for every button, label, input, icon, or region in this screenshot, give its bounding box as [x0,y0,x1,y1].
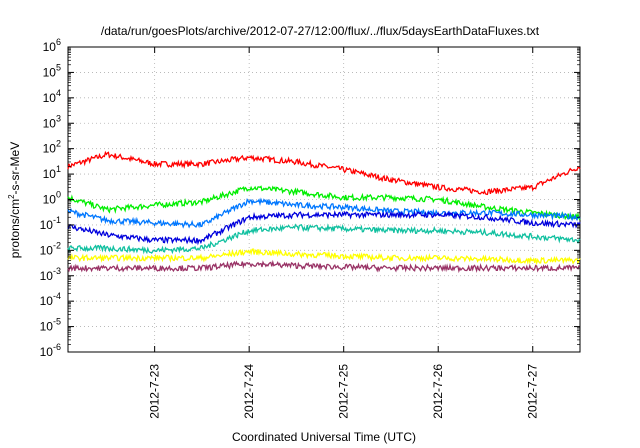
series-line-5 [67,223,581,255]
y-tick-label: 100 [43,190,61,207]
y-tick-label: 10-5 [40,317,61,334]
y-tick-label: 10-2 [40,240,61,257]
y-tick-label: 103 [43,113,61,130]
series-line-2 [67,185,581,221]
x-tick-label: 2012-7-26 [431,364,445,419]
y-tick-label: 10-3 [40,266,61,283]
y-tick-label: 105 [43,62,61,79]
x-tick-label: 2012-7-27 [526,364,540,419]
series-line-4 [67,210,581,246]
y-tick-label: 106 [43,37,61,54]
series-line-6 [67,248,581,266]
x-tick-label: 2012-7-24 [242,364,256,419]
y-tick-label: 10-1 [40,215,61,232]
y-tick-label: 101 [43,164,61,181]
y-axis-label: protons/cm2-s-sr-MeV [7,142,22,258]
series-layer [67,150,581,274]
y-axis-ticks: 106 105 104 103 102 101 100 10-1 10-2 10-3 10-4 10-… [40,37,580,359]
grid-lines [68,47,580,352]
y-tick-label: 104 [43,88,61,105]
chart-title: /data/run/goesPlots/archive/2012-07-27/1… [101,24,540,38]
x-axis-ticks: 2012-7-23 2012-7-24 2012-7-25 2012-7-26 2012… [148,47,540,419]
series-line-7 [67,259,581,274]
x-tick-label: 2012-7-23 [148,364,162,419]
x-tick-label: 2012-7-25 [337,364,351,419]
y-tick-label: 102 [43,139,61,156]
x-axis-label: Coordinated Universal Time (UTC) [232,430,416,444]
y-tick-label: 10-6 [40,342,61,359]
y-tick-label: 10-4 [40,291,61,308]
series-line-3 [67,197,581,229]
series-line-1 [67,150,581,196]
